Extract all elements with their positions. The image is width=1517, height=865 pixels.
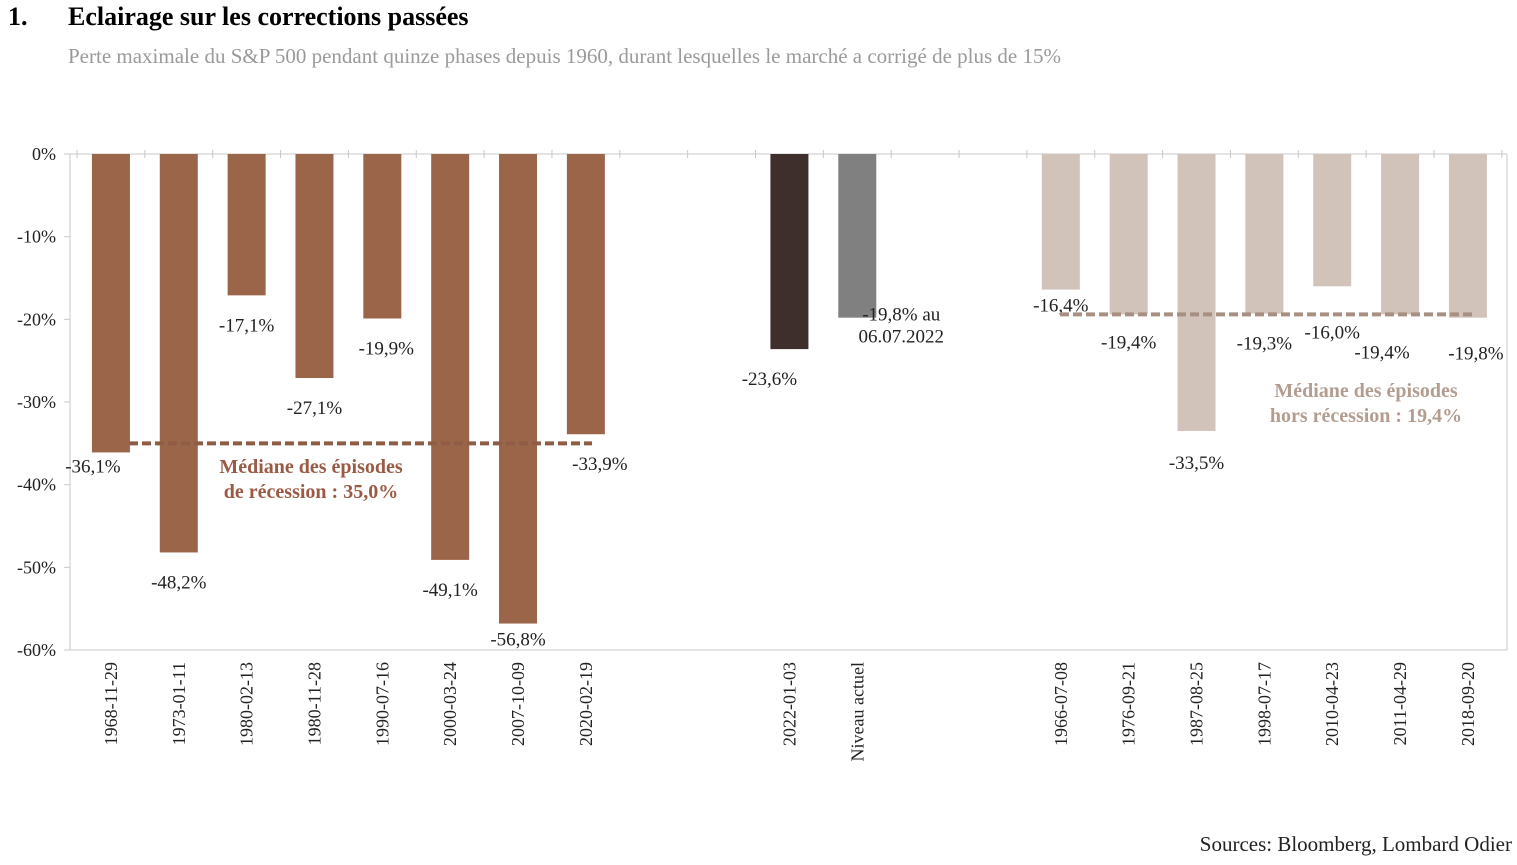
bar-1980-02-13 — [227, 154, 266, 296]
x-tick-label: 1998-07-17 — [1254, 662, 1274, 746]
data-label: -16,4% — [1033, 296, 1089, 317]
data-label: -33,9% — [572, 454, 628, 475]
bar-2000-03-24 — [431, 154, 470, 560]
bar-1987-08-25 — [1177, 154, 1216, 431]
bar-1973-01-11 — [159, 154, 198, 553]
data-label: -49,1% — [422, 580, 478, 601]
x-tick-label: 2020-02-19 — [576, 662, 596, 746]
y-tick-label: -40% — [17, 475, 56, 495]
bar-2007-10-09 — [499, 154, 538, 624]
data-label: -48,2% — [151, 572, 207, 593]
median-label-recession: Médiane des épisodes de récession : 35,0% — [219, 456, 403, 503]
bar-1966-07-08 — [1041, 154, 1080, 290]
x-tick-label: 1980-02-13 — [237, 662, 257, 746]
data-label: -33,5% — [1169, 453, 1225, 474]
x-tick-label: 2011-04-29 — [1390, 662, 1410, 745]
x-tick-label: Niveau actuel — [847, 662, 867, 761]
data-label: -23,6% — [742, 369, 798, 390]
x-tick-label: 2007-10-09 — [508, 662, 528, 746]
y-tick-label: -20% — [17, 309, 56, 329]
bar-2010-04-23 — [1313, 154, 1352, 287]
data-label: -19,4% — [1101, 332, 1157, 353]
data-label: -17,1% — [219, 315, 275, 336]
x-tick-label: 2022-01-03 — [779, 662, 799, 746]
data-label: -19,4% — [1354, 342, 1410, 363]
x-tick-label: 1976-09-21 — [1119, 662, 1139, 746]
bar-2022-01-03 — [770, 154, 809, 350]
data-label: -36,1% — [65, 456, 121, 477]
x-tick-label: 1966-07-08 — [1051, 662, 1071, 746]
bar-1980-11-28 — [295, 154, 334, 379]
x-tick-label: 1990-07-16 — [372, 662, 392, 746]
bar-2018-09-20 — [1448, 154, 1487, 318]
y-tick-label: -10% — [17, 227, 56, 247]
x-tick-label: 1968-11-29 — [101, 662, 121, 745]
data-label: -27,1% — [287, 398, 343, 419]
y-tick-label: 0% — [32, 144, 56, 164]
y-tick-label: -60% — [17, 640, 56, 660]
chart-title: Eclairage sur les corrections passées — [68, 2, 469, 31]
x-tick-label: 2010-04-23 — [1322, 662, 1342, 746]
data-label: -19,8% — [1448, 344, 1504, 365]
x-tick-label: 2000-03-24 — [440, 662, 460, 746]
bar-2020-02-19 — [566, 154, 605, 435]
bar-2011-04-29 — [1381, 154, 1420, 315]
data-label: -56,8% — [490, 630, 546, 651]
x-tick-label: 1973-01-11 — [169, 662, 189, 745]
x-tick-label: 2018-09-20 — [1458, 662, 1478, 746]
x-tick-label: 1980-11-28 — [304, 662, 324, 745]
bar-1968-11-29 — [91, 154, 130, 453]
source-note: Sources: Bloomberg, Lombard Odier — [1200, 832, 1512, 856]
data-label: -19,9% — [359, 339, 415, 360]
chart-subtitle: Perte maximale du S&P 500 pendant quinze… — [68, 44, 1061, 68]
median-label-non-recession: Médiane des épisodes hors récession : 19,… — [1270, 380, 1462, 427]
y-tick-label: -50% — [17, 557, 56, 577]
plot-area: 0% -10% -20% -30% -40% -50% -60% 1968-11-29 -36,… — [17, 144, 1508, 761]
bar-niveau-actuel — [838, 154, 877, 318]
figure-number: 1. — [8, 2, 28, 31]
data-label: -16,0% — [1305, 322, 1361, 343]
data-label: -19,3% — [1237, 334, 1293, 355]
bar-1990-07-16 — [363, 154, 402, 319]
bar-1976-09-21 — [1109, 154, 1148, 315]
y-tick-label: -30% — [17, 392, 56, 412]
x-tick-label: 1987-08-25 — [1187, 662, 1207, 746]
data-label: -19,8% au 06.07.2022 — [859, 305, 945, 348]
bar-1998-07-17 — [1245, 154, 1284, 314]
